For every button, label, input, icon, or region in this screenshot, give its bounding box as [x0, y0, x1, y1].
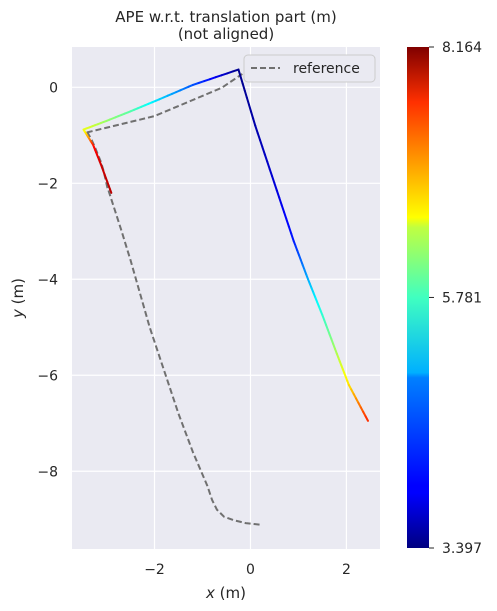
y-tick-label: −2 — [37, 176, 58, 192]
y-tick-label: −8 — [37, 464, 58, 480]
ape-trajectory-segment — [268, 167, 274, 178]
legend: reference — [243, 54, 376, 83]
chart-title-line2: (not aligned) — [178, 25, 274, 43]
ape-trajectory-segment — [261, 146, 266, 156]
ape-trajectory-segment — [364, 415, 370, 422]
ape-trajectory-segment — [273, 182, 278, 192]
ape-trajectory-segment — [226, 70, 234, 75]
x-tick-label: 2 — [342, 562, 351, 578]
ape-trajectory-segment — [239, 75, 244, 85]
ape-trajectory-segment — [275, 189, 281, 199]
ape-trajectory-segment — [280, 203, 286, 214]
ape-trajectory-segment — [231, 68, 240, 73]
ape-trajectory-segment — [283, 211, 288, 221]
legend-box — [243, 54, 376, 83]
y-tick-label: −6 — [37, 368, 58, 384]
ape-trajectory-segment — [197, 80, 206, 84]
ape-trajectory-segment — [259, 139, 264, 149]
grid-lines — [72, 47, 380, 549]
ape-trajectory-segment — [250, 110, 255, 120]
ape-trajectory-segment — [271, 175, 276, 185]
colorbar-ticks: 8.164 5.781 3.397 — [429, 40, 482, 557]
x-tick-label: 0 — [246, 562, 255, 578]
ape-trajectory-segment — [263, 153, 269, 163]
x-tick-label: −2 — [144, 562, 165, 578]
colorbar-tick-label: 5.781 — [442, 290, 482, 306]
x-axis-var: x — [205, 584, 215, 602]
ape-trajectory-segment — [287, 225, 293, 235]
series-layer — [81, 68, 370, 526]
ape-trajectory-segment — [245, 96, 250, 106]
ape-trajectory-segment — [220, 72, 229, 77]
y-tick-labels: 0 −2 −4 −6 −8 — [37, 80, 58, 480]
ape-trajectory-segment — [252, 117, 257, 127]
y-axis-var: y — [9, 308, 27, 319]
y-tick-label: 0 — [49, 80, 58, 96]
ape-trajectory-segment — [191, 81, 200, 86]
ape-trajectory-segment — [208, 76, 217, 81]
ape-trajectory-segment — [285, 218, 290, 228]
ape-trajectory-segment — [266, 160, 271, 170]
ape-trajectory-segment — [256, 131, 262, 142]
chart-title-line1: APE w.r.t. translation part (m) — [115, 8, 336, 26]
ape-trajectory-segment — [290, 232, 295, 242]
ape-trajectory-segment — [237, 68, 242, 78]
y-axis-label: y (m) — [9, 278, 27, 319]
ape-trajectory-segment — [214, 74, 223, 79]
plot-area — [72, 47, 380, 549]
colorbar-tick-label: 3.397 — [442, 541, 482, 557]
colorbar — [407, 47, 429, 548]
x-axis-label: x (m) — [205, 584, 246, 602]
ape-trajectory-segment — [247, 103, 253, 113]
ape-trajectory-segment — [241, 82, 246, 92]
ape-trajectory-segment — [243, 89, 248, 99]
ape-trajectory-segment — [278, 196, 283, 206]
colorbar-tick-label: 8.164 — [442, 40, 482, 56]
y-tick-label: −4 — [37, 272, 58, 288]
ape-trajectory-segment — [254, 124, 259, 134]
x-axis-unit: (m) — [215, 584, 246, 602]
ape-trajectory-segment — [203, 78, 211, 83]
y-axis-unit: (m) — [9, 278, 27, 309]
legend-reference-label: reference — [293, 61, 360, 77]
x-tick-labels: −2 0 2 — [144, 562, 351, 578]
